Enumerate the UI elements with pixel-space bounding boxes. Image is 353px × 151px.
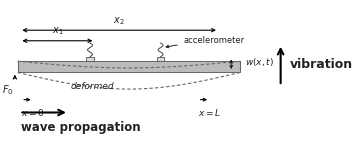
Text: $x_2$: $x_2$	[113, 15, 125, 27]
Bar	[86, 57, 94, 61]
Text: deformed: deformed	[71, 82, 114, 91]
Text: accelerometer: accelerometer	[184, 36, 245, 45]
Text: $F_0$: $F_0$	[1, 83, 13, 97]
Text: $x=L$: $x=L$	[198, 107, 221, 118]
Bar	[157, 57, 164, 61]
Text: wave propagation: wave propagation	[21, 121, 141, 134]
Text: $w(x,t)$: $w(x,t)$	[245, 56, 274, 68]
Bar	[18, 61, 240, 72]
Text: $x_1$: $x_1$	[52, 25, 63, 37]
Text: $x=0$: $x=0$	[21, 107, 45, 118]
Text: vibration: vibration	[289, 58, 353, 71]
